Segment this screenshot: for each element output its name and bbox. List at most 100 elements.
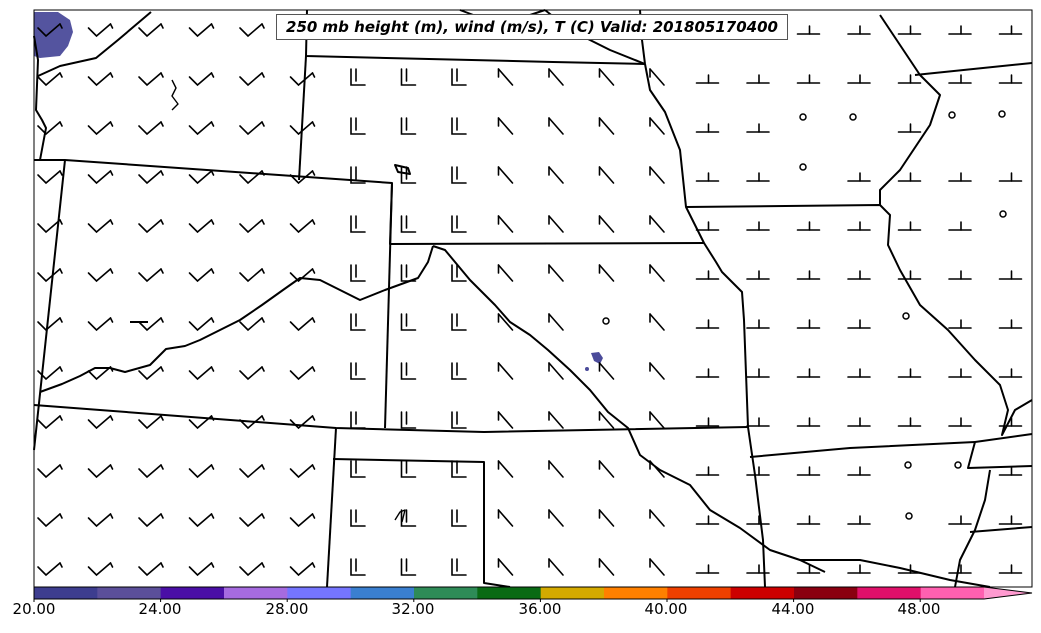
wind-barb (87, 513, 114, 528)
state-border (298, 55, 307, 181)
wind-barb (239, 366, 265, 381)
wind-barb (350, 264, 366, 282)
colorbar-tick-label: 44.00 (771, 600, 815, 618)
lake-outline (394, 164, 411, 175)
wind-barb (289, 170, 316, 185)
colorbar-tick-label: 28.00 (265, 600, 309, 618)
wind-barb (897, 74, 922, 84)
wind-barb (847, 319, 871, 329)
wind-barb (649, 166, 665, 184)
wind-barb (239, 72, 265, 87)
colorbar-tick-label: 20.00 (12, 600, 56, 618)
state-border (39, 245, 434, 393)
wind-barb (746, 564, 770, 574)
state-border (969, 526, 1033, 533)
wind-barb (649, 558, 665, 576)
wind-barb (400, 264, 417, 282)
wind-barb (497, 411, 514, 429)
shaded-area (34, 12, 73, 58)
map-title: 250 mb height (m), wind (m/s), T (C) Val… (276, 14, 788, 40)
wind-barb (548, 362, 564, 380)
wind-barb (138, 170, 164, 185)
wind-barb (746, 319, 770, 329)
colorbar (33, 586, 1033, 602)
wind-barb (87, 121, 114, 136)
wind-barb (138, 513, 164, 528)
wind-barb (695, 270, 720, 280)
wind-barb (289, 415, 316, 430)
wind-barb (87, 415, 114, 430)
wind-barb (948, 270, 972, 280)
wind-barb (897, 25, 922, 35)
wind-barb (350, 558, 366, 576)
wind-barb (847, 25, 871, 35)
wind-barb (897, 270, 922, 280)
state-border (33, 404, 749, 433)
wind-barb (897, 368, 922, 378)
wind-barb (548, 68, 564, 86)
wind-barb (37, 366, 63, 381)
wind-barb (548, 313, 564, 331)
wind-barb (497, 362, 514, 380)
wind-barb (497, 215, 514, 233)
wind-barb (239, 268, 265, 283)
colorbar-tick-label: 36.00 (518, 600, 562, 618)
wind-barb (138, 268, 164, 283)
calm-wind-marker (998, 110, 1006, 118)
calm-wind-marker (954, 461, 962, 469)
wind-barb (847, 368, 871, 378)
wind-barb (87, 464, 114, 479)
wind-barb (695, 564, 720, 574)
colorbar-segment (730, 587, 795, 599)
wind-barb (746, 270, 770, 280)
colorbar-extension-arrow (984, 587, 1032, 599)
wind-barb (188, 464, 215, 479)
wind-barb (87, 562, 114, 577)
state-border (974, 433, 1033, 443)
wind-barb (138, 562, 164, 577)
wind-barb (796, 25, 821, 35)
wind-barb (998, 466, 1023, 476)
wind-barb (897, 172, 922, 182)
wind-barb (87, 268, 114, 283)
wind-barb (847, 417, 871, 427)
wind-barb (87, 72, 114, 87)
state-borders (33, 9, 1033, 588)
wind-barb (948, 515, 972, 525)
wind-barb (897, 564, 922, 574)
wind-barb (289, 317, 316, 332)
wind-barb (796, 221, 821, 231)
colorbar-segment (97, 587, 162, 599)
wind-barb (548, 509, 564, 527)
calm-wind-marker (905, 512, 913, 520)
wind-barb (37, 121, 63, 136)
wind-barb (188, 415, 215, 430)
wind-barb (188, 268, 215, 283)
wind-barb (548, 264, 564, 282)
state-border (37, 11, 152, 77)
wind-barb (188, 170, 215, 185)
wind-barb (87, 170, 114, 185)
wind-barb (548, 558, 564, 576)
colorbar-segment (857, 587, 922, 599)
wind-barb (37, 513, 63, 528)
wind-barb (695, 172, 720, 182)
colorbar-tick-label: 24.00 (138, 600, 182, 618)
state-border (800, 559, 991, 588)
wind-barb (695, 515, 720, 525)
wind-barb (400, 460, 417, 478)
wind-barb (649, 68, 665, 86)
state-border (749, 441, 1033, 469)
colorbar-segment (34, 587, 98, 599)
colorbar-segment (604, 587, 668, 599)
wind-barb (746, 172, 770, 182)
wind-barb (746, 515, 770, 525)
wind-barb (948, 221, 972, 231)
wind-barb (350, 313, 366, 331)
wind-barb (138, 464, 164, 479)
wind-barb (188, 23, 215, 38)
wind-barb (497, 264, 514, 282)
wind-barb (598, 460, 615, 478)
wind-barb (497, 313, 514, 331)
